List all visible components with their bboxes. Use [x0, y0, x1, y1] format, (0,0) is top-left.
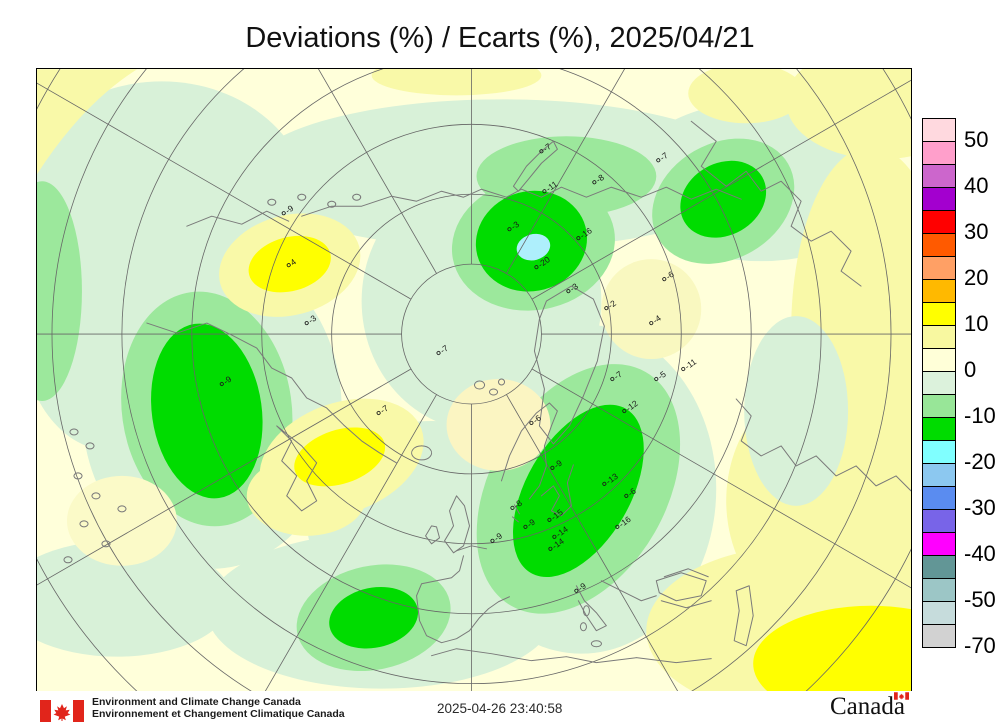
canada-wordmark-flag-icon	[893, 692, 909, 700]
color-scale-cell	[922, 578, 956, 602]
color-scale-cell	[922, 141, 956, 165]
department-name-en: Environment and Climate Change Canada	[92, 696, 301, 708]
color-scale-label: 20	[964, 265, 989, 290]
color-scale-cell	[922, 417, 956, 441]
generation-timestamp: 2025-04-26 23:40:58	[437, 701, 563, 716]
color-scale-cell	[922, 187, 956, 211]
color-scale-cell	[922, 279, 956, 303]
color-scale-label: -10	[964, 403, 996, 428]
color-scale-cell	[922, 624, 956, 648]
color-scale-cell	[922, 348, 956, 372]
svg-text:4: 4	[288, 256, 298, 267]
color-scale-label: -70	[964, 633, 996, 658]
canada-flag-icon	[40, 700, 84, 722]
department-name: Environment and Climate Change Canada En…	[92, 696, 345, 720]
color-scale-cell	[922, 302, 956, 326]
canada-wordmark-text: Canada	[830, 693, 905, 720]
color-scale-cell	[922, 118, 956, 142]
color-scale	[922, 118, 956, 648]
color-scale-label: -50	[964, 587, 996, 612]
footer-bar: Environment and Climate Change Canada En…	[0, 691, 1000, 726]
color-scale-label: 30	[964, 219, 989, 244]
color-scale-label: -20	[964, 449, 996, 474]
color-scale-cell	[922, 256, 956, 280]
color-scale-cells	[922, 118, 956, 648]
polar-map: -7 -11 -8 -7 -16 -20 -3 -3 -2 -4 -6 -11 -5 -7 -12 -7 -6-…	[36, 68, 912, 693]
color-scale-label: -30	[964, 495, 996, 520]
color-scale-cell	[922, 532, 956, 556]
color-scale-cell	[922, 486, 956, 510]
color-scale-cell	[922, 371, 956, 395]
color-scale-label: -40	[964, 541, 996, 566]
color-scale-cell	[922, 440, 956, 464]
map-canvas: -7-11-8-7-16-20-3-3-2-4-6-11-5-7-12-7-6-…	[37, 69, 911, 692]
color-scale-cell	[922, 601, 956, 625]
mint-wedge	[744, 316, 849, 506]
canada-wordmark: Canada	[830, 692, 909, 721]
color-scale-cell	[922, 463, 956, 487]
color-scale-label: 40	[964, 173, 989, 198]
color-scale-label: 0	[964, 357, 977, 382]
color-scale-cell	[922, 233, 956, 257]
department-name-fr: Environnement et Changement Climatique C…	[92, 707, 345, 720]
color-scale-cell	[922, 509, 956, 533]
coastlines	[63, 120, 911, 664]
page-title: Deviations (%) / Ecarts (%), 2025/04/21	[245, 22, 755, 54]
color-scale-cell	[922, 394, 956, 418]
color-scale-label: 50	[964, 127, 989, 152]
color-scale-labels: 50 40 30 20 10 0 -10 -20 -30 -40 -50 -70	[964, 118, 1000, 657]
pole-soft-spot	[446, 379, 551, 471]
color-scale-cell	[922, 555, 956, 579]
color-scale-cell	[922, 325, 956, 349]
color-scale-cell	[922, 210, 956, 234]
color-scale-label: 10	[964, 311, 989, 336]
color-scale-cell	[922, 164, 956, 188]
